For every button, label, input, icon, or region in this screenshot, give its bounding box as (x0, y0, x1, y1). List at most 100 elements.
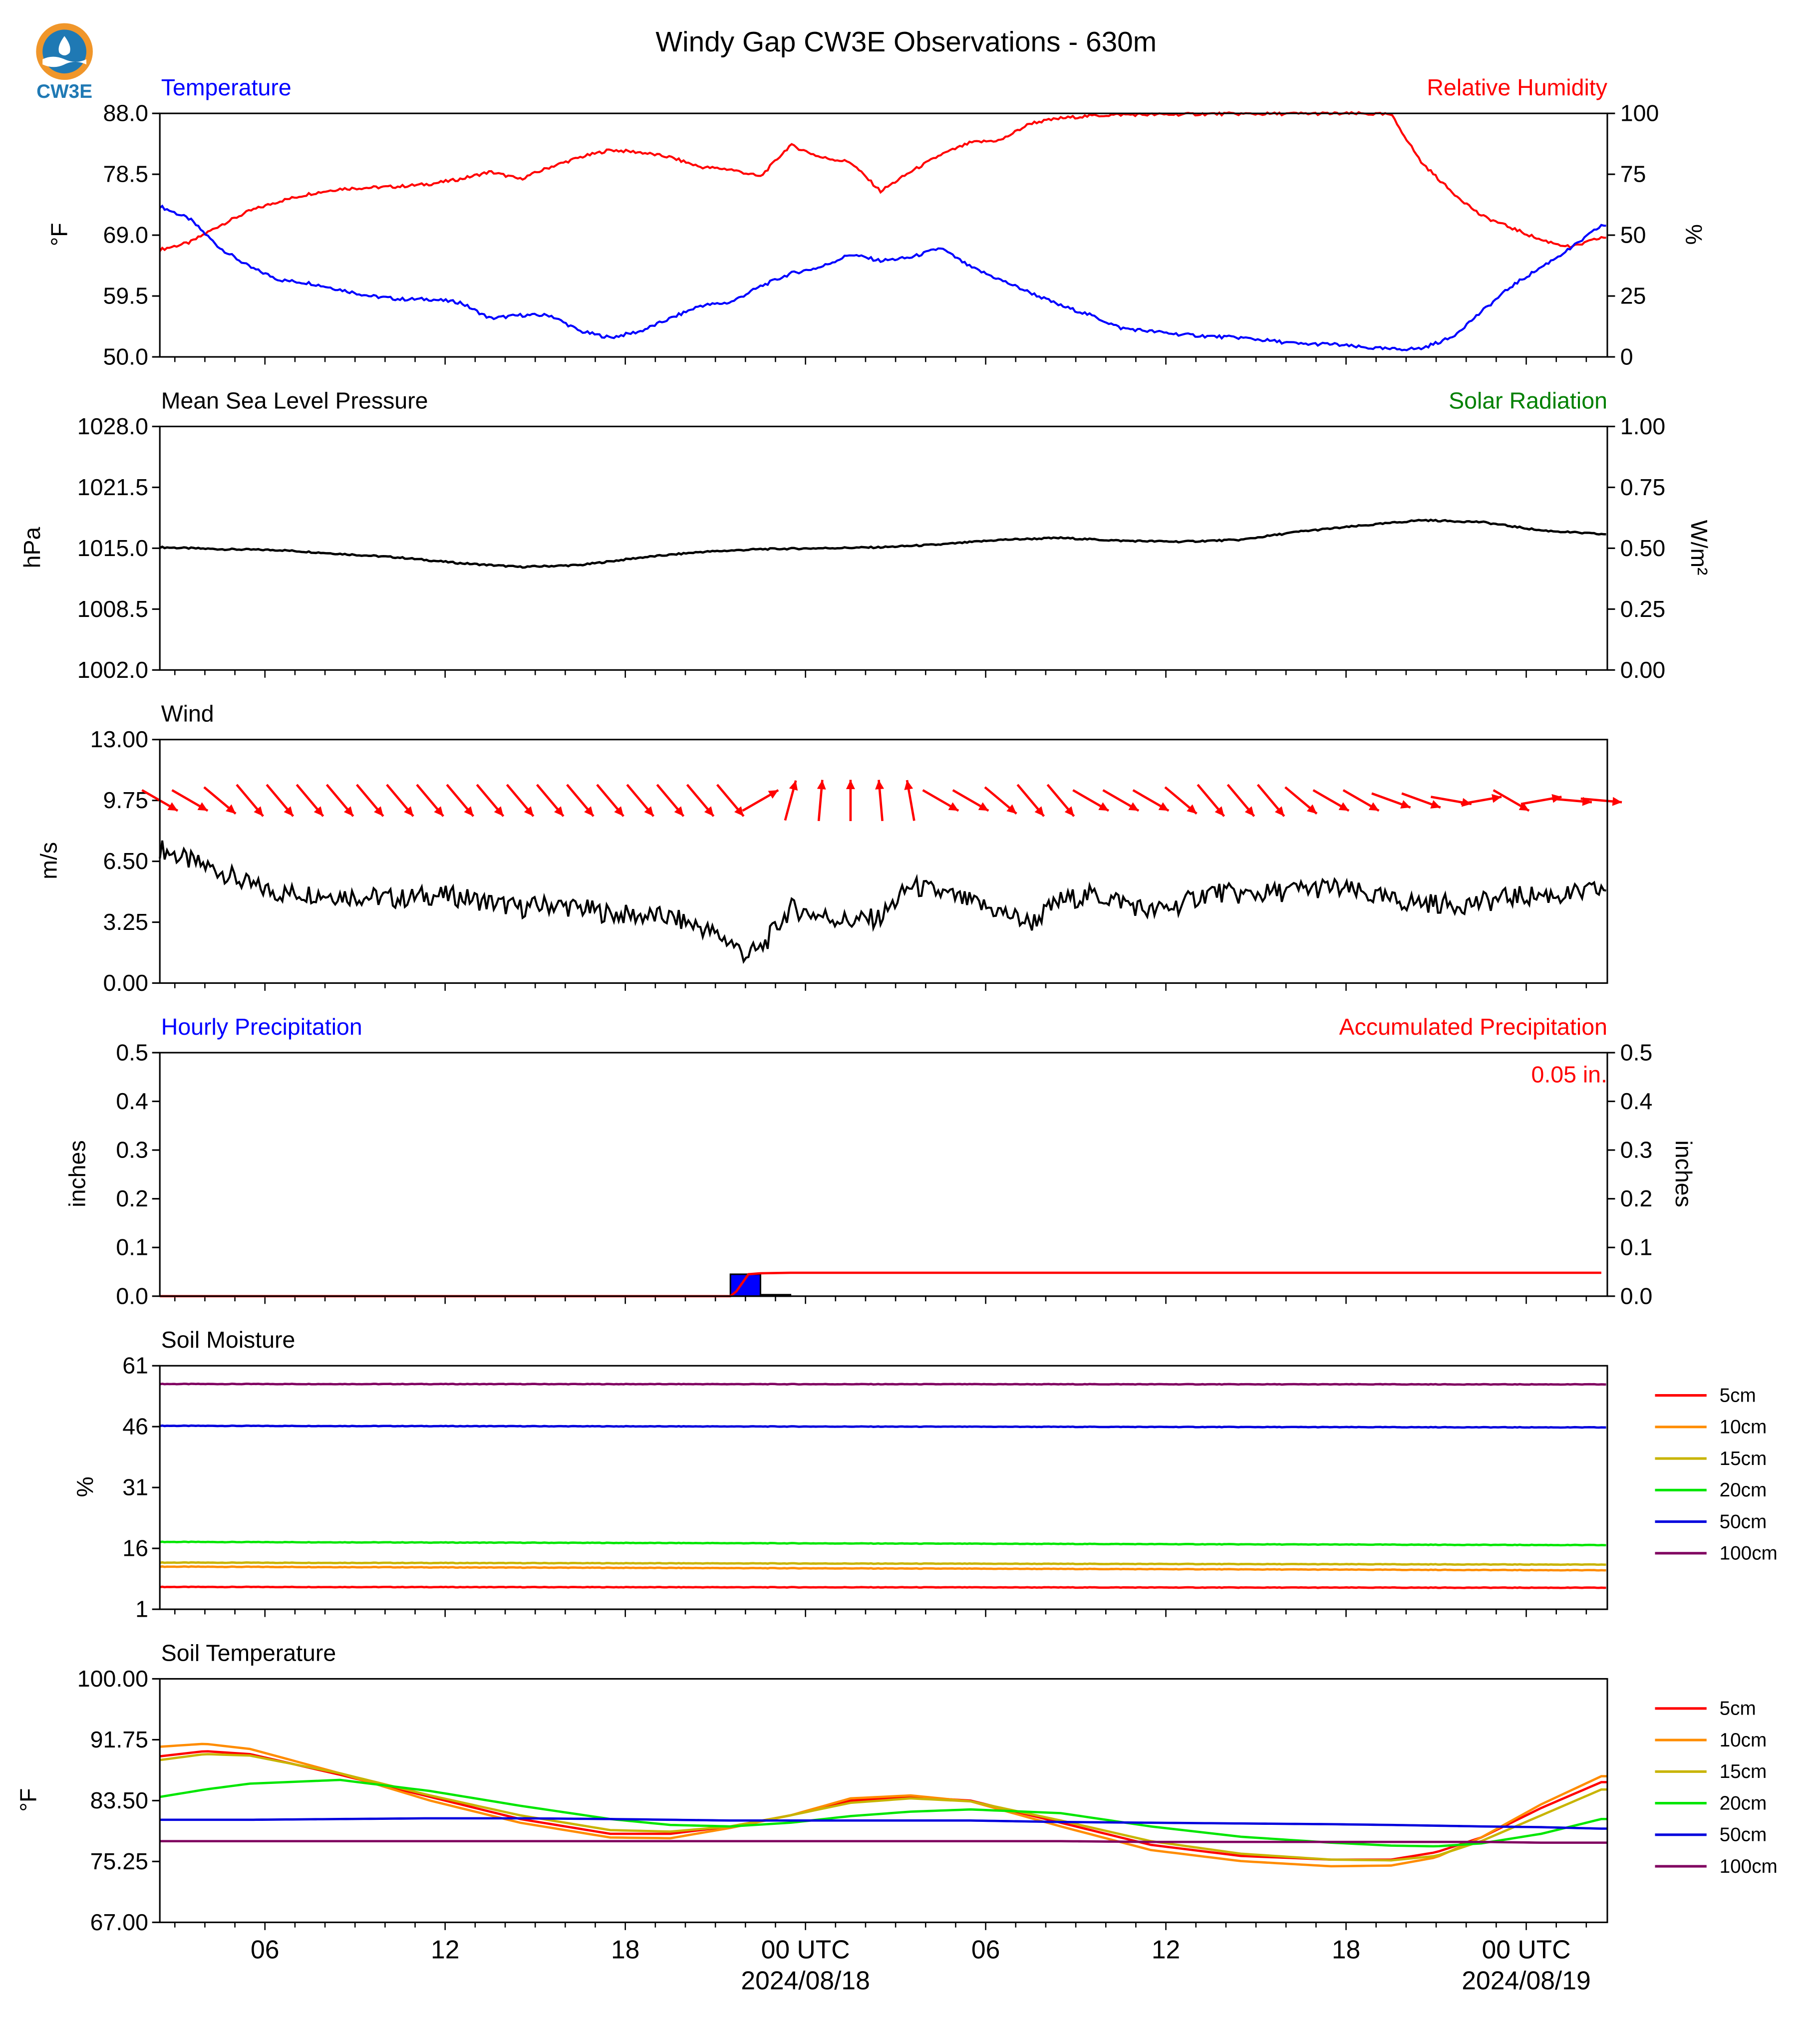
x-date-label: 2024/08/19 (1462, 1966, 1590, 1995)
x-tick-label: 18 (1332, 1935, 1360, 1964)
y-tick-label: 16 (122, 1535, 148, 1561)
y-tick-label: 0.0 (116, 1283, 148, 1309)
series-line-10cm (160, 1742, 1607, 1868)
wind-direction-arrow (875, 780, 885, 821)
y-tick-label: 75.25 (90, 1848, 148, 1874)
y-tick-label: 1002.0 (77, 657, 148, 683)
wind-direction-arrow (1256, 784, 1285, 817)
series-line-100cm (160, 1840, 1607, 1844)
y-tick-label: 6.50 (103, 848, 148, 874)
relative-humidity-title: Relative Humidity (1427, 74, 1607, 100)
wind-direction-arrow (236, 784, 265, 817)
wind-direction-arrow (446, 784, 475, 817)
logo-text: CW3E (36, 81, 92, 102)
panel-axes-pressure_solar: 1002.0 1008.5 1015.0 1021.5 1028.0 0.00 0.25 0.… (77, 413, 1665, 683)
solar-radiation-title: Solar Radiation (1449, 387, 1607, 413)
wind-direction-arrow (922, 789, 959, 812)
wind-direction-arrow (1046, 784, 1075, 817)
wind-direction-arrow (596, 784, 624, 817)
legend: 5cm 10cm 15cm 20cm 50cm 100cm (1655, 1698, 1778, 1877)
wind-direction-arrow (846, 780, 855, 821)
wind-direction-arrow (296, 784, 324, 817)
wind-title: Wind (161, 701, 214, 727)
panel-axes-soil_temperature: 67.00 75.25 83.50 91.75 100.00 5cm 10cm 15cm 20c… (77, 1666, 1778, 1995)
x-tick-label: 06 (971, 1935, 1000, 1964)
panel-frame (159, 1678, 1608, 1923)
series-line-15cm (159, 1561, 1606, 1566)
legend-label: 50cm (1720, 1824, 1767, 1846)
precip-ylabel: inches (64, 1140, 90, 1207)
rh-ylabel: % (1681, 224, 1707, 245)
x-tick-label: 00 UTC (1482, 1935, 1571, 1964)
wind-direction-arrow (656, 784, 685, 817)
hourly-precip-title: Hourly Precipitation (161, 1014, 362, 1040)
panel-precipitation: Hourly Precipitation Accumulated Precipi… (64, 1014, 1696, 1207)
y-tick-label: 0.1 (116, 1234, 148, 1260)
wind-direction-arrow (1072, 789, 1110, 812)
y-tick-label: 59.5 (103, 283, 148, 309)
wind-direction-arrow (325, 784, 354, 817)
series-line-20cm (159, 1778, 1607, 1848)
y-tick-label: 1021.5 (77, 474, 148, 500)
wind-direction-arrow (1493, 789, 1530, 812)
y-tick-label: 91.75 (90, 1727, 148, 1752)
series-line-5cm (159, 1750, 1607, 1861)
panel-soil-temperature: Soil Temperature °F (15, 1640, 336, 1811)
y-right-tick-label: 0.1 (1620, 1234, 1653, 1260)
panel-axes-soil_moisture: 1 16 31 46 61 5cm 10cm 15cm 20cm 50cm 100cm (122, 1353, 1778, 1622)
y-right-tick-label: 0.0 (1620, 1283, 1653, 1309)
pressure-title: Mean Sea Level Pressure (161, 387, 428, 413)
y-tick-label: 1 (135, 1596, 148, 1622)
temperature-line (159, 204, 1606, 351)
y-right-tick-label: 0.00 (1620, 657, 1665, 683)
figure-title: Windy Gap CW3E Observations - 630m (655, 26, 1157, 58)
wind-direction-arrow (1197, 784, 1225, 817)
accumulated-total-label: 0.05 in. (1531, 1061, 1607, 1087)
wind-direction-arrow (416, 784, 444, 817)
accumulated-precip-line (160, 1271, 1601, 1298)
y-tick-label: 9.75 (103, 787, 148, 813)
panel-axes-temperature_rh: 50.0 59.5 69.0 78.5 88.0 0 25 50 75 100 (103, 100, 1659, 370)
temperature-ylabel: °F (46, 223, 72, 246)
wind-direction-arrow (355, 784, 384, 817)
wind-direction-arrow (817, 780, 826, 821)
y-tick-label: 100.00 (77, 1666, 148, 1692)
series-line-50cm (159, 1424, 1606, 1429)
solar-ylabel: W/m² (1686, 520, 1712, 576)
y-right-tick-label: 1.00 (1620, 413, 1665, 439)
legend-label: 100cm (1720, 1543, 1778, 1564)
x-tick-label: 06 (251, 1935, 279, 1964)
y-right-tick-label: 0.2 (1620, 1185, 1653, 1211)
y-right-tick-label: 0.4 (1620, 1088, 1653, 1114)
legend-label: 15cm (1720, 1761, 1767, 1782)
y-tick-label: 1008.5 (77, 596, 148, 622)
wind-direction-arrow (1226, 784, 1255, 817)
soil-moisture-title: Soil Moisture (161, 1327, 296, 1353)
wind-direction-arrow (1164, 786, 1198, 815)
legend-label: 20cm (1720, 1479, 1767, 1501)
wind-direction-arrow (566, 784, 595, 817)
wind-direction-arrow (1342, 789, 1380, 812)
soil-temperature-title: Soil Temperature (161, 1640, 336, 1666)
legend-label: 5cm (1720, 1698, 1756, 1720)
wind-speed-line (159, 840, 1606, 964)
wind-ylabel: m/s (36, 842, 62, 879)
series-line-50cm (160, 1817, 1607, 1830)
panel-frame (159, 1052, 1608, 1297)
y-tick-label: 61 (122, 1353, 148, 1379)
y-right-tick-label: 0 (1620, 344, 1633, 370)
legend-label: 10cm (1720, 1417, 1767, 1438)
y-tick-label: 0.3 (116, 1137, 148, 1163)
soil-moisture-ylabel: % (72, 1476, 98, 1497)
x-tick-label: 12 (1152, 1935, 1180, 1964)
y-tick-label: 83.50 (90, 1787, 148, 1813)
y-tick-label: 0.4 (116, 1088, 148, 1114)
x-tick-label: 18 (611, 1935, 639, 1964)
y-tick-label: 0.00 (103, 970, 148, 996)
wind-direction-arrow (386, 784, 414, 817)
series-line-5cm (159, 1585, 1606, 1589)
wind-direction-arrow (904, 780, 915, 821)
legend: 5cm 10cm 15cm 20cm 50cm 100cm (1655, 1385, 1778, 1564)
y-tick-label: 0.2 (116, 1185, 148, 1211)
